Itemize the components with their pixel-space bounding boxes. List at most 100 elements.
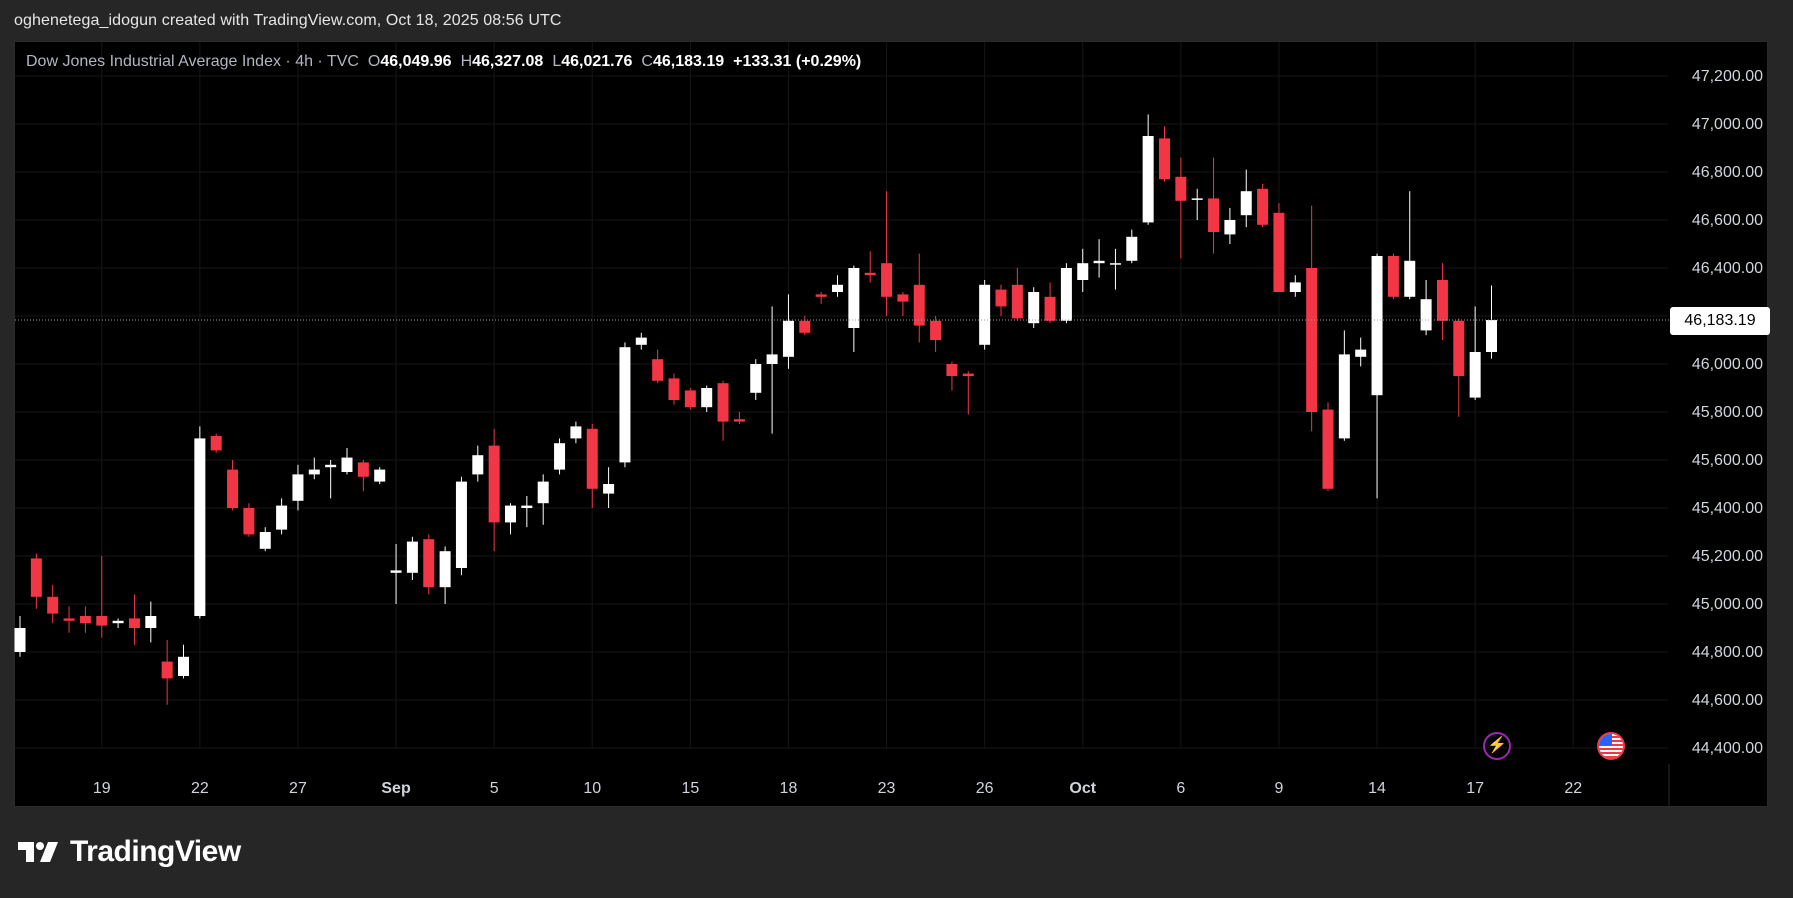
candle bbox=[1191, 188, 1203, 220]
candle bbox=[570, 421, 582, 444]
candle bbox=[47, 584, 59, 624]
footer-logo[interactable]: TradingView bbox=[18, 835, 241, 869]
candle bbox=[227, 460, 239, 511]
x-tick-label: 23 bbox=[878, 780, 896, 797]
y-tick-label: 44,800.00 bbox=[1692, 644, 1763, 661]
y-tick-label: 45,000.00 bbox=[1692, 596, 1763, 613]
close-key: C bbox=[641, 53, 653, 70]
candle-body bbox=[717, 383, 729, 422]
candles bbox=[14, 114, 1497, 705]
candle-body bbox=[635, 337, 647, 345]
candle bbox=[717, 380, 729, 441]
candle-body bbox=[47, 596, 59, 614]
candle-body bbox=[455, 481, 467, 568]
candle bbox=[292, 464, 304, 511]
candle-body bbox=[1208, 198, 1220, 232]
candle bbox=[1044, 282, 1056, 324]
candle bbox=[815, 292, 827, 304]
candle-body bbox=[406, 541, 418, 573]
candle-body bbox=[423, 539, 435, 588]
candle bbox=[1126, 229, 1138, 264]
candle bbox=[1257, 184, 1269, 228]
candle bbox=[357, 460, 369, 492]
x-tick-label: 27 bbox=[289, 780, 307, 797]
candle bbox=[390, 544, 402, 604]
candle-body bbox=[1191, 198, 1203, 200]
candle-body bbox=[962, 373, 974, 376]
candle bbox=[325, 460, 337, 499]
candle-body bbox=[227, 469, 239, 508]
us-flag-icon[interactable] bbox=[1597, 732, 1625, 760]
candle-body bbox=[357, 462, 369, 477]
x-tick-label: 18 bbox=[780, 780, 798, 797]
candle-body bbox=[1322, 409, 1334, 489]
candle bbox=[1387, 253, 1399, 300]
symbol-description: Dow Jones Industrial Average Index · 4h … bbox=[26, 53, 359, 70]
candle-body bbox=[913, 284, 925, 326]
high-value: 46,327.08 bbox=[472, 53, 544, 70]
time-axis[interactable]: 19 22 27 Sep 5 10 15 18 23 26 Oct 6 9 14 17 22 bbox=[93, 780, 1582, 797]
candle-body bbox=[1387, 256, 1399, 297]
candle-body bbox=[161, 661, 173, 679]
chart-frame[interactable] bbox=[14, 41, 1768, 807]
candle bbox=[1289, 275, 1301, 297]
candle-body bbox=[1453, 320, 1465, 376]
candle-body bbox=[750, 364, 762, 393]
candle bbox=[1142, 114, 1154, 225]
candle bbox=[79, 606, 91, 633]
candle bbox=[554, 438, 566, 475]
candle bbox=[341, 448, 353, 475]
candle bbox=[112, 618, 124, 628]
x-tick-label: 22 bbox=[1564, 780, 1582, 797]
candle-body bbox=[1142, 136, 1154, 223]
x-tick-label: Oct bbox=[1069, 780, 1096, 797]
candle-body bbox=[308, 469, 320, 475]
candle bbox=[799, 316, 811, 336]
candle bbox=[1175, 157, 1187, 259]
y-tick-label: 46,400.00 bbox=[1692, 260, 1763, 277]
candle bbox=[308, 457, 320, 480]
candle bbox=[178, 644, 189, 679]
candle bbox=[1208, 157, 1220, 254]
x-tick-label: 17 bbox=[1466, 780, 1484, 797]
candle bbox=[782, 294, 794, 369]
candle-body bbox=[374, 469, 386, 482]
candle bbox=[913, 253, 925, 343]
candle bbox=[521, 496, 533, 528]
candle-body bbox=[1126, 236, 1138, 261]
candle-body bbox=[782, 320, 794, 357]
candle bbox=[652, 349, 664, 384]
candle bbox=[537, 474, 549, 525]
candle bbox=[128, 594, 140, 645]
candle bbox=[701, 385, 713, 412]
candle bbox=[586, 424, 598, 508]
flash-icon[interactable]: ⚡ bbox=[1483, 732, 1511, 760]
candle-body bbox=[194, 438, 206, 616]
price-axis[interactable]: 47,200.00 47,000.00 46,800.00 46,600.00 46,4… bbox=[1692, 68, 1763, 757]
x-tick-label: 15 bbox=[681, 780, 699, 797]
candle bbox=[1011, 268, 1023, 321]
candle bbox=[1338, 330, 1350, 441]
candle-body bbox=[1060, 268, 1072, 321]
candle-body bbox=[79, 616, 91, 624]
candle bbox=[1371, 253, 1383, 499]
candle bbox=[750, 359, 762, 400]
candle bbox=[603, 467, 615, 508]
candle bbox=[276, 498, 288, 535]
candle bbox=[1273, 203, 1285, 292]
candle-body bbox=[14, 628, 26, 652]
tradingview-logo-icon bbox=[18, 842, 58, 862]
candle-body bbox=[881, 263, 893, 297]
x-tick-label: 5 bbox=[490, 780, 499, 797]
candle-body bbox=[243, 508, 255, 535]
low-value: 46,021.76 bbox=[561, 53, 633, 70]
candle-body bbox=[1289, 282, 1301, 292]
y-tick-label: 45,600.00 bbox=[1692, 452, 1763, 469]
candle bbox=[832, 275, 843, 297]
candle-body bbox=[128, 618, 140, 628]
candle bbox=[995, 284, 1007, 316]
y-tick-label: 46,000.00 bbox=[1692, 356, 1763, 373]
x-tick-label: 19 bbox=[93, 780, 111, 797]
candle bbox=[1322, 402, 1334, 492]
